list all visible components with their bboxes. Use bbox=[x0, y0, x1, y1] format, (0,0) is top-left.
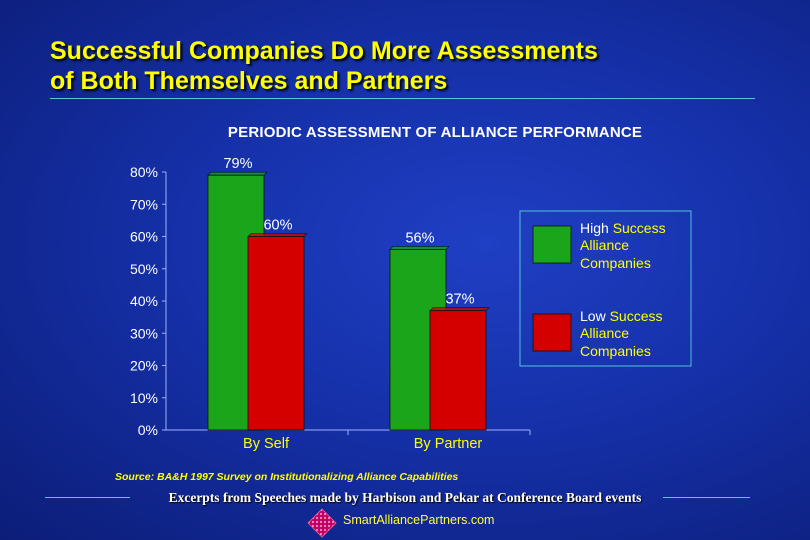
legend-label: Companies bbox=[580, 255, 651, 271]
y-tick-label: 70% bbox=[130, 196, 158, 212]
chart-title: PERIODIC ASSESSMENT OF ALLIANCE PERFORMA… bbox=[227, 124, 643, 141]
data-label: 37% bbox=[445, 292, 474, 308]
x-tick-label: By Self bbox=[243, 436, 290, 452]
footer-caption-text: Excerpts from Speeches made by Harbison … bbox=[168, 490, 642, 505]
legend-label: Low Success bbox=[580, 308, 663, 324]
diamond-logo-icon bbox=[307, 508, 337, 538]
x-tick-label: By Partner bbox=[414, 436, 483, 452]
source-note: Source: BA&H 1997 Survey on Institutiona… bbox=[115, 471, 459, 483]
data-label: 56% bbox=[405, 230, 434, 246]
y-tick-label: 10% bbox=[130, 390, 158, 406]
bar-top bbox=[247, 233, 308, 237]
y-tick-label: 0% bbox=[138, 422, 158, 438]
legend-label: High Success bbox=[580, 220, 666, 236]
footer-divider-left bbox=[45, 497, 130, 498]
legend-swatch bbox=[532, 313, 572, 352]
y-tick-label: 30% bbox=[130, 325, 158, 341]
bar-top bbox=[389, 246, 450, 250]
data-label: 60% bbox=[263, 218, 292, 234]
legend-swatch bbox=[532, 225, 572, 264]
legend-box bbox=[519, 210, 692, 367]
y-tick-label: 80% bbox=[130, 164, 158, 180]
footer-divider-right bbox=[663, 497, 750, 498]
data-label: 79% bbox=[223, 156, 252, 172]
bar-top bbox=[207, 171, 268, 176]
slide-title: Successful Companies Do More Assessments… bbox=[50, 36, 770, 96]
y-tick-label: 20% bbox=[130, 358, 158, 374]
legend-label: Alliance bbox=[580, 237, 629, 253]
slide-title-line1: Successful Companies Do More Assessments bbox=[50, 37, 598, 65]
y-tick-label: 50% bbox=[130, 261, 158, 277]
website-link[interactable]: SmartAlliancePartners.com bbox=[343, 513, 495, 527]
bar bbox=[247, 236, 305, 431]
y-tick-label: 60% bbox=[130, 229, 158, 245]
bar-top bbox=[429, 307, 490, 311]
legend-label: Alliance bbox=[580, 325, 629, 341]
footer-caption: Excerpts from Speeches made by Harbison … bbox=[0, 490, 810, 506]
title-divider bbox=[50, 98, 755, 99]
y-tick-label: 40% bbox=[130, 293, 158, 309]
bar bbox=[429, 310, 487, 431]
slide-title-line2: of Both Themselves and Partners bbox=[50, 67, 448, 95]
legend-label: Companies bbox=[580, 343, 651, 359]
